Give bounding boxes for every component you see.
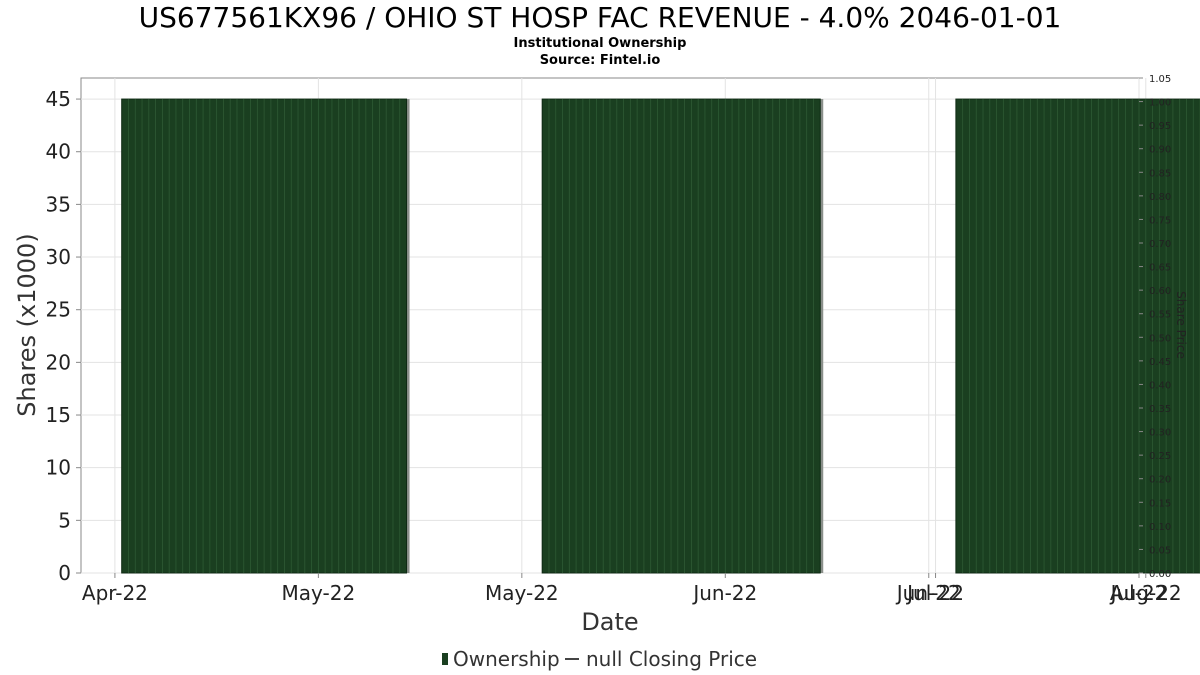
y2-axis-label: Share Price (1174, 291, 1188, 359)
y-tick-label: 5 (58, 508, 71, 532)
y-tick-label: 40 (46, 140, 71, 164)
y2-tick-label: 0.35 (1149, 404, 1171, 415)
y2-tick-label: 0.70 (1149, 239, 1171, 250)
y2-tick-label: 0.05 (1149, 545, 1171, 556)
ownership-bars (121, 98, 1200, 574)
y-tick-label: 30 (46, 245, 71, 269)
y-tick-label: 10 (46, 456, 71, 480)
x-tick-label: Jul-22 (1109, 581, 1168, 605)
y2-axis: 0.00 0.05 0.10 0.15 0.20 0.25 0.30 0.35 0.40 0.45… (1139, 74, 1171, 580)
y-tick-label: 15 (46, 403, 71, 427)
x-tick-label: May-22 (282, 581, 356, 605)
x-tick-label: May-22 (485, 581, 559, 605)
chart-subtitle-1: Institutional Ownership (514, 36, 687, 51)
y-tick-label: 45 (46, 87, 71, 111)
y2-tick-label: 0.60 (1149, 286, 1171, 297)
x-tick-label: Jul-22 (905, 581, 964, 605)
y-tick-label: 35 (46, 192, 71, 216)
y2-tick-label: 0.40 (1149, 380, 1171, 391)
y2-tick-label: 0.10 (1149, 522, 1171, 533)
y2-tick-label: 1.00 (1149, 98, 1171, 109)
y-axis: 0 5 10 15 20 25 30 35 40 45 (46, 87, 81, 585)
y-tick-label: 0 (58, 561, 71, 585)
x-axis-label: Date (581, 608, 638, 636)
chart-title: US677561KX96 / OHIO ST HOSP FAC REVENUE … (139, 1, 1062, 34)
y2-tick-label: 0.45 (1149, 357, 1171, 368)
y2-tick-label: 0.30 (1149, 428, 1171, 439)
x-tick-label: Apr-22 (82, 581, 148, 605)
chart-subtitle-2: Source: Fintel.io (540, 53, 661, 68)
x-tick-label: Jun-22 (691, 581, 757, 605)
y-tick-label: 20 (46, 350, 71, 374)
y2-tick-label: 0.25 (1149, 451, 1171, 462)
y-tick-label: 25 (46, 298, 71, 322)
y2-tick-label: 0.00 (1149, 569, 1171, 580)
legend-ownership-label: Ownership (453, 647, 560, 671)
y2-tick-label: 0.75 (1149, 215, 1171, 226)
y2-tick-label: 0.55 (1149, 310, 1171, 321)
ownership-block (541, 98, 821, 574)
legend-price-label: null Closing Price (586, 647, 757, 671)
y2-tick-label: 0.85 (1149, 168, 1171, 179)
x-tick-label: Aug-22 (1110, 581, 1182, 605)
y2-tick-label: 0.65 (1149, 263, 1171, 274)
y-axis-label: Shares (x1000) (13, 233, 41, 416)
y2-tick-label: 0.20 (1149, 475, 1171, 486)
y2-tick-label: 0.15 (1149, 498, 1171, 509)
y2-tick-label: 0.95 (1149, 121, 1171, 132)
y2-tick-label: 0.80 (1149, 192, 1171, 203)
legend: Ownership null Closing Price (442, 647, 757, 671)
y2-tick-label: 0.90 (1149, 145, 1171, 156)
y2-tick-label: 1.05 (1149, 74, 1171, 85)
y2-tick-label: 0.50 (1149, 333, 1171, 344)
legend-ownership-swatch (442, 653, 448, 665)
x-tick-label: Jun-22 (895, 581, 961, 605)
